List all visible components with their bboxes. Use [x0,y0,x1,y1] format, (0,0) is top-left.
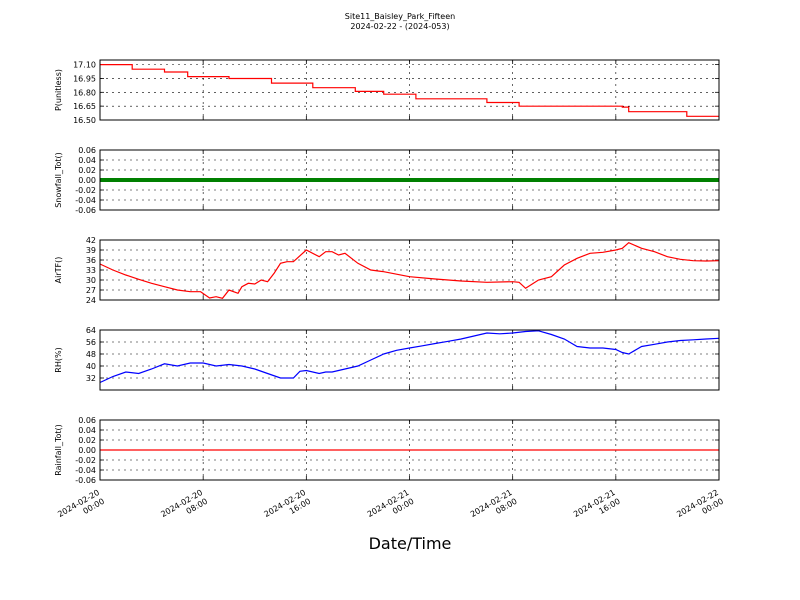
x-tick-label: 2024-02-2016:00 [263,488,313,528]
panel-1: 16.50 16.65 16.80 16.95 17.10 P(unitless) [54,59,720,125]
y-tick-label: -0.02 [75,186,96,195]
plot-frame [99,149,720,211]
y-tick-label: -0.06 [75,476,96,485]
y-tick-label: 16.65 [73,102,96,111]
plot-frame [99,239,720,301]
y-tick-label: 36 [86,256,96,265]
y-tick-label: 0.04 [78,426,96,435]
x-tick-label: 2024-02-2116:00 [572,488,622,528]
panel-4: 32 40 48 56 64 RH(%) [54,326,720,391]
y-tick-label: -0.04 [75,466,96,475]
y-axis-label: RH(%) [54,347,63,372]
x-tick-label: 2024-02-2200:00 [675,488,725,528]
y-tick-label: 16.95 [73,74,96,83]
y-tick-label: -0.02 [75,456,96,465]
series-line [99,241,720,299]
y-tick-label: 16.80 [73,88,96,97]
plot-frame [99,59,720,121]
x-tick-label: 2024-02-2108:00 [469,488,519,528]
y-tick-label: 0.00 [78,176,96,185]
x-tick-label: 2024-02-2008:00 [159,488,209,528]
y-tick-label: 0.00 [78,446,96,455]
y-tick-label: -0.06 [75,206,96,215]
y-tick-label: 24 [86,296,96,305]
y-axis-label: Rainfall_Tot() [54,424,63,476]
y-tick-label: 0.06 [78,416,96,425]
y-tick-label: 39 [86,246,96,255]
y-tick-label: 56 [86,338,96,347]
series-line [99,330,720,384]
plot-frame [99,419,720,481]
series-line [100,63,719,117]
x-tick-label: 2024-02-2000:00 [56,488,106,528]
panel-5: -0.06-0.04-0.020.000.020.040.06 Rainfall_… [54,416,720,485]
y-axis-label: P(unitless) [54,69,63,111]
y-tick-label: 0.06 [78,146,96,155]
y-tick-label: 0.02 [78,166,96,175]
y-tick-label: 17.10 [73,61,96,70]
y-tick-label: 27 [86,286,96,295]
panel-2: -0.06-0.04-0.020.000.020.040.06 Snowfall_… [54,146,720,215]
y-tick-label: 42 [86,236,96,245]
plot-frame [99,329,720,391]
y-tick-label: 0.04 [78,156,96,165]
y-tick-label: 40 [86,362,96,371]
y-tick-label: 16.50 [73,116,96,125]
y-tick-label: 48 [86,350,96,359]
x-tick-label: 2024-02-2100:00 [366,488,416,528]
x-axis-label: Date/Time [368,534,452,553]
chart-subtitle: 2024-02-22 - (2024-053) [350,22,450,31]
chart-title: Site11_Baisley_Park_Fifteen [344,12,456,21]
y-tick-label: 0.02 [78,436,96,445]
y-tick-label: 64 [86,326,96,335]
y-axis-label: AirTF() [54,257,63,284]
y-tick-label: 30 [86,276,96,285]
y-tick-label: 32 [86,374,96,383]
y-axis-label: Snowfall_Tot() [54,152,63,208]
y-tick-label: -0.04 [75,196,96,205]
y-tick-label: 33 [86,266,96,275]
